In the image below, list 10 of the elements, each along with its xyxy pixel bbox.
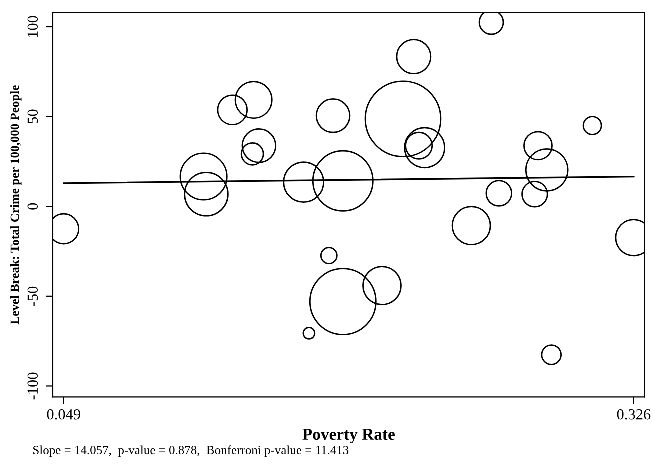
x-tick-label: 0.326 bbox=[617, 409, 651, 420]
x-tick-label: 0.049 bbox=[47, 409, 80, 420]
y-tick-label: -50 bbox=[28, 286, 38, 306]
y-tick-label: 0 bbox=[28, 203, 38, 210]
x-axis-title: Poverty Rate bbox=[302, 429, 395, 444]
y-tick-label: 100 bbox=[28, 16, 38, 38]
y-tick-label: 50 bbox=[28, 110, 38, 124]
y-axis-title: Level Break: Total Crime per 100,000 People bbox=[10, 86, 22, 325]
y-tick-label: -100 bbox=[28, 372, 38, 400]
text: Slope = 14.057, p-value = 0.878, Bonferroni p-value = 11.413 bbox=[34, 446, 349, 458]
